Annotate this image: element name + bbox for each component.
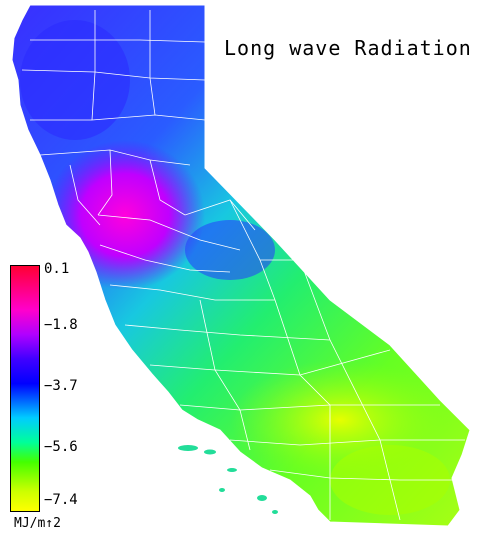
legend-tick-label: −5.6 — [44, 439, 78, 455]
legend-tick-label: 0.1 — [44, 261, 70, 277]
legend-units: MJ/m↑2 — [14, 516, 61, 531]
county-boundaries — [21, 10, 465, 521]
state-outline — [11, 4, 471, 527]
legend-tick-label: −1.8 — [44, 317, 78, 333]
legend-tick-label: −3.7 — [44, 378, 78, 394]
legend-color-bar — [10, 265, 40, 512]
legend-tick-label: −7.4 — [44, 492, 78, 508]
channel-islands — [178, 445, 278, 514]
map-title: Long wave Radiation — [224, 36, 472, 60]
